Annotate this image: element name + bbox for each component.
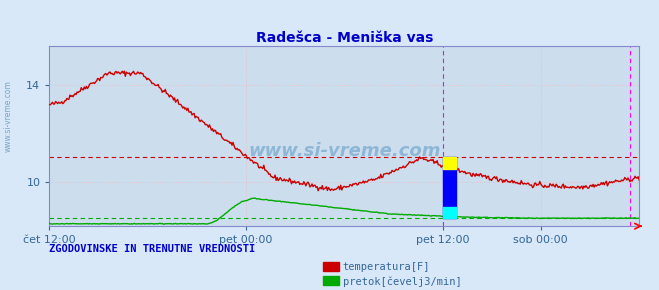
Text: ZGODOVINSKE IN TRENUTNE VREDNOSTI: ZGODOVINSKE IN TRENUTNE VREDNOSTI bbox=[49, 244, 256, 254]
Title: Radešca - Meniška vas: Radešca - Meniška vas bbox=[256, 31, 433, 45]
Text: pretok[čevelj3/min]: pretok[čevelj3/min] bbox=[343, 276, 461, 287]
Text: www.si-vreme.com: www.si-vreme.com bbox=[248, 142, 441, 160]
Text: www.si-vreme.com: www.si-vreme.com bbox=[3, 80, 13, 152]
Text: temperatura[F]: temperatura[F] bbox=[343, 262, 430, 272]
